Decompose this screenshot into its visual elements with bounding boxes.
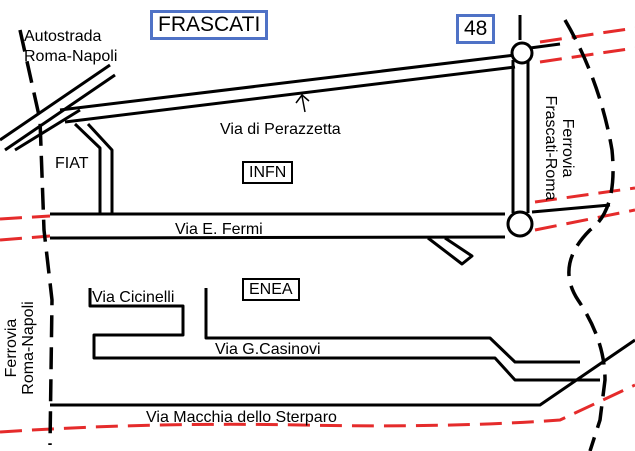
railway-roma-napoli [18,29,54,446]
route-number-label: 48 [456,14,496,44]
city-label: FRASCATI [150,10,269,40]
boundary-left-2 [0,234,51,242]
railway-frascati-roma [563,19,615,451]
site-label-infn: INFN [242,161,294,184]
boundary-right-2 [534,208,635,232]
boundary-bottom [0,383,635,434]
road-fiat-1 [73,122,102,215]
roundabouts [506,41,534,238]
road-fermi-bottom [49,235,506,240]
road-perazzetta-bottom [64,65,516,124]
road-perazzetta-top [59,53,516,112]
road-48-to-east [529,42,561,50]
site-label-fiat: FIAT [55,155,89,172]
road-fermi-branch [427,236,474,266]
street-label-macchia: Via Macchia dello Sterparo [146,409,337,426]
street-label-casinovi: Via G.Casinovi [215,341,321,358]
road-casinovi [204,288,580,364]
motorway [0,63,116,152]
roundabout-north [510,41,534,65]
perazzetta-arrow [295,93,310,113]
boundary-top-right-1 [539,26,635,44]
railway-frascati-line2: Frascati-Roma [542,95,559,201]
road-cicinelli [88,288,600,382]
street-label-fermi: Via E. Fermi [175,221,263,238]
motorway-label-line1: Autostrada [24,28,102,45]
boundary-left-1 [0,214,51,221]
railway-napoli-line1: Ferrovia [3,318,20,378]
roads [49,15,635,407]
railway-napoli-label: Ferrovia Roma-Napoli [3,288,37,408]
railway-frascati-line1: Ferrovia [559,118,576,178]
road-macchia [50,338,635,407]
railway-napoli-line2: Roma-Napoli [20,301,37,395]
site-label-enea: ENEA [242,278,300,301]
railway-frascati-label: Ferrovia Frascati-Roma [542,83,576,213]
boundary-lines [0,26,635,434]
motorway-label-line2: Roma-Napoli [24,48,118,65]
roundabout-fermi [506,210,534,238]
street-label-perazzetta: Via di Perazzetta [220,121,341,138]
railway-lines [18,19,615,451]
boundary-right-1 [534,186,635,204]
road-48-to-east2 [531,203,611,214]
boundary-top-right-2 [539,46,635,64]
road-fiat-2 [86,122,114,215]
street-label-cicinelli: Via Cicinelli [92,289,175,306]
